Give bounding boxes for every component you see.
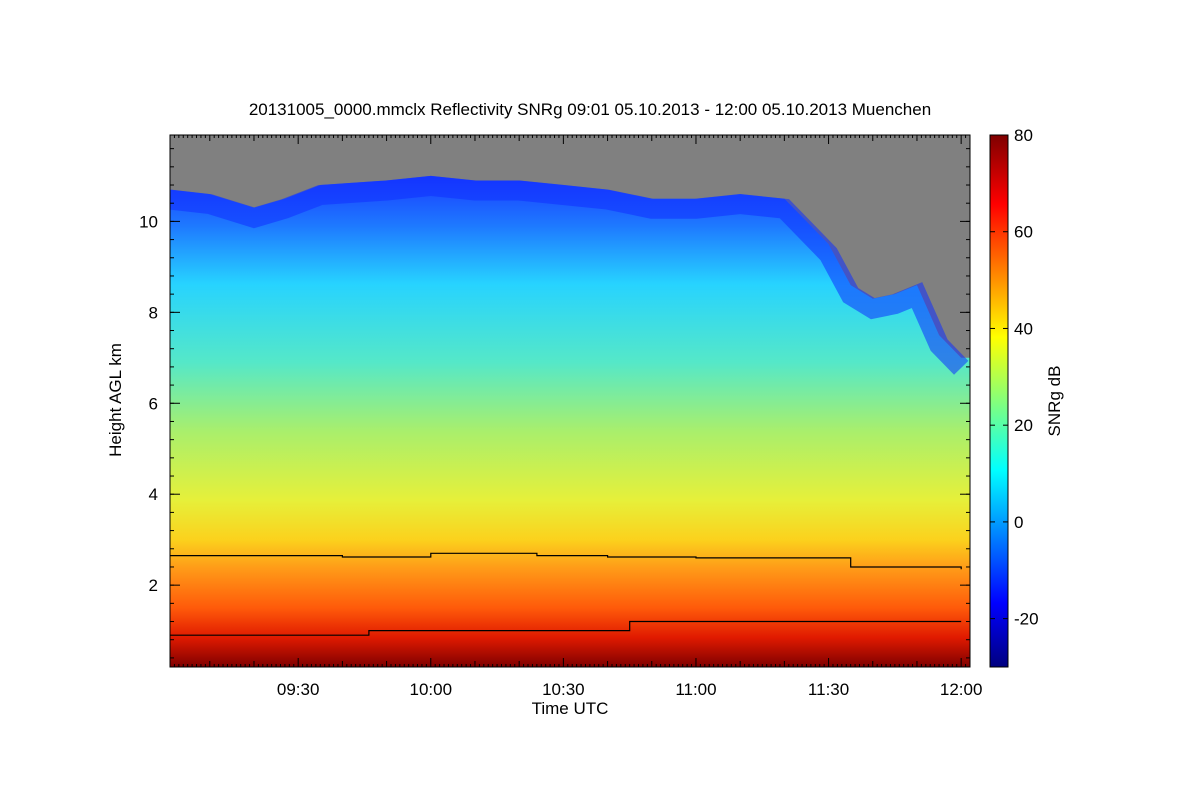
x-tick-label: 10:30 (542, 680, 585, 699)
y-tick-label: 2 (149, 576, 158, 595)
y-axis: 2 4 6 8 10 (139, 148, 970, 659)
cloud-top-band (170, 175, 969, 375)
y-tick-label: 10 (139, 212, 158, 231)
x-axis-label: Time UTC (532, 699, 609, 718)
y-tick-label: 8 (149, 303, 158, 322)
reflectivity-field (170, 175, 970, 667)
x-tick-label: 12:00 (940, 680, 983, 699)
colorbar-axis: -20 0 20 40 60 80 (990, 126, 1039, 629)
y-tick-label: 6 (149, 394, 158, 413)
plot-area (170, 135, 970, 667)
boundary-line-2 (170, 620, 962, 636)
x-axis: 09:30 10:00 10:30 11:00 11:30 12:00 (169, 135, 983, 699)
plot-frame (169, 134, 971, 668)
chart-title: 20131005_0000.mmclx Reflectivity SNRg 09… (249, 100, 931, 119)
colorbar-tick-label: -20 (1014, 610, 1039, 629)
boundary-line-1 (170, 552, 962, 570)
colorbar-label: SNRg dB (1045, 366, 1064, 437)
colorbar-tick-label: 60 (1014, 223, 1033, 242)
colorbar-tick-label: 20 (1014, 416, 1033, 435)
x-tick-label: 09:30 (277, 680, 320, 699)
x-tick-label: 10:00 (410, 680, 453, 699)
x-tick-label: 11:30 (808, 680, 849, 699)
colorbar (989, 134, 1009, 668)
colorbar-tick-label: 0 (1014, 513, 1023, 532)
x-tick-label: 11:00 (675, 680, 716, 699)
y-axis-label: Height AGL km (106, 343, 125, 457)
colorbar-tick-label: 40 (1014, 319, 1033, 338)
y-tick-label: 4 (149, 485, 158, 504)
colorbar-tick-label: 80 (1014, 126, 1033, 145)
